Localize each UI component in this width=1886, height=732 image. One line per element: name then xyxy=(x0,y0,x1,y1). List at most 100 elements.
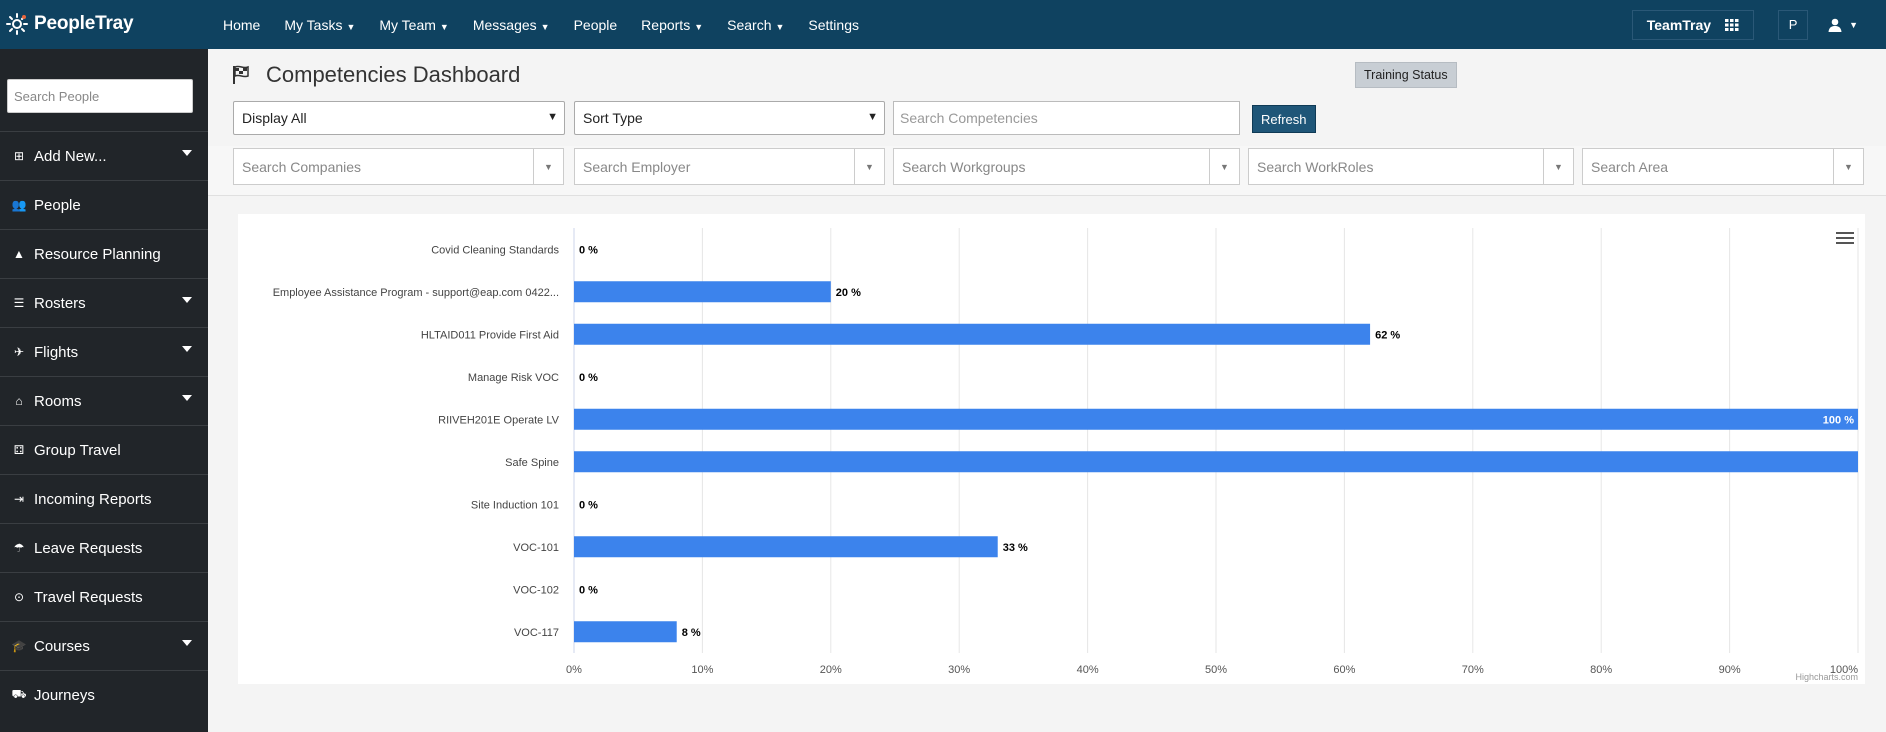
road-icon: ▲ xyxy=(13,247,25,261)
caret-down-icon[interactable]: ▼ xyxy=(1209,149,1239,184)
search-competencies-input[interactable]: Search Competencies xyxy=(893,101,1240,135)
chevron-down-icon: ▼ xyxy=(1849,19,1858,30)
caret-down-icon xyxy=(182,150,192,156)
chevron-down-icon: ▼ xyxy=(694,21,704,32)
user-icon xyxy=(1828,18,1842,32)
display-select[interactable]: Display All ▼ xyxy=(233,101,565,135)
graduation-cap-icon: 🎓 xyxy=(11,639,27,653)
sidebar-item-travel-requests[interactable]: ⊙ Travel Requests xyxy=(0,572,208,621)
caret-down-icon[interactable]: ▼ xyxy=(854,149,884,184)
chevron-down-icon: ▼ xyxy=(346,21,356,32)
sidebar-item-rosters[interactable]: ☰ Rosters xyxy=(0,278,208,327)
sidebar: ⊞ Add New... 👥 People ▲ Resource Planning ☰ Ros… xyxy=(0,49,208,732)
sidebar-item-label: Travel Requests xyxy=(34,588,143,606)
nav-item-my-tasks[interactable]: My Tasks ▼ xyxy=(272,17,367,33)
chevron-down-icon: ▼ xyxy=(540,21,550,32)
top-navbar: PeopleTray Home My Tasks ▼ My Team ▼ Messages… xyxy=(0,0,1886,49)
sidebar-item-label: Journeys xyxy=(34,686,95,704)
display-select-value: Display All xyxy=(242,110,307,126)
chevron-down-icon: ▼ xyxy=(439,21,449,32)
nav-item-label: My Team xyxy=(379,16,436,33)
nav-item-label: Messages xyxy=(472,16,537,33)
nav-item-label: My Tasks xyxy=(284,16,343,33)
search-workgroups-placeholder: Search Workgroups xyxy=(902,158,1026,175)
search-people-input[interactable] xyxy=(7,79,193,113)
sidebar-item-courses[interactable]: 🎓 Courses xyxy=(0,621,208,670)
caret-down-icon xyxy=(182,395,192,401)
search-companies-dropdown[interactable]: Search Companies ▼ xyxy=(233,148,564,185)
logo-icon xyxy=(6,13,28,35)
sidebar-item-journeys[interactable]: ⛟ Journeys xyxy=(0,670,208,719)
teamtray-button[interactable]: TeamTray xyxy=(1631,9,1755,40)
search-workroles-dropdown[interactable]: Search WorkRoles ▼ xyxy=(1248,148,1574,185)
plus-square-icon: ⊞ xyxy=(13,149,25,163)
nav-item-people[interactable]: People xyxy=(562,17,630,33)
competencies-chart-card xyxy=(238,214,1865,684)
sidebar-item-rooms[interactable]: ⌂ Rooms xyxy=(0,376,208,425)
brand-name: PeopleTray xyxy=(34,13,134,34)
sort-type-value: Sort Type xyxy=(583,110,643,126)
chart-menu-icon[interactable] xyxy=(1836,229,1854,247)
sidebar-item-label: Add New... xyxy=(34,147,107,165)
main-nav: Home My Tasks ▼ My Team ▼ Messages ▼ People Repo… xyxy=(211,0,871,49)
nav-item-reports[interactable]: Reports ▼ xyxy=(629,17,715,33)
truck-icon: ⛟ xyxy=(11,687,27,701)
sidebar-item-label: Resource Planning xyxy=(34,245,161,263)
home-icon: ⌂ xyxy=(15,394,23,408)
search-area-dropdown[interactable]: Search Area ▼ xyxy=(1582,148,1864,185)
chevron-down-icon: ▼ xyxy=(775,21,785,32)
nav-item-home[interactable]: Home xyxy=(211,17,272,33)
sidebar-item-incoming-reports[interactable]: ⇥ Incoming Reports xyxy=(0,474,208,523)
sidebar-item-group-travel[interactable]: ⚃ Group Travel xyxy=(0,425,208,474)
sidebar-item-leave-requests[interactable]: ☂ Leave Requests xyxy=(0,523,208,572)
flag-checkered-icon xyxy=(233,65,249,84)
caret-down-icon xyxy=(182,346,192,352)
nav-item-label: Search xyxy=(727,16,772,33)
sidebar-item-label: Group Travel xyxy=(34,441,121,459)
sidebar-item-add-new[interactable]: ⊞ Add New... xyxy=(0,131,208,180)
nav-item-search[interactable]: Search ▼ xyxy=(715,17,796,33)
caret-down-icon[interactable]: ▼ xyxy=(1543,149,1573,184)
grid-icon xyxy=(1725,18,1739,31)
user-menu-button[interactable]: ▼ xyxy=(1828,18,1858,32)
caret-down-icon[interactable]: ▼ xyxy=(533,149,563,184)
list-icon: ☰ xyxy=(13,296,25,310)
sidebar-item-flights[interactable]: ✈ Flights xyxy=(0,327,208,376)
page-header: Competencies Dashboard xyxy=(232,62,520,88)
nav-item-label: Settings xyxy=(808,16,859,33)
chevron-down-icon: ▼ xyxy=(547,111,558,123)
nav-item-label: Reports xyxy=(641,16,691,33)
sign-in-icon: ⇥ xyxy=(13,492,25,506)
search-workgroups-dropdown[interactable]: Search Workgroups ▼ xyxy=(893,148,1240,185)
caret-down-icon xyxy=(182,640,192,646)
sidebar-menu: ⊞ Add New... 👥 People ▲ Resource Planning ☰ Ros… xyxy=(0,131,208,719)
nav-item-my-team[interactable]: My Team ▼ xyxy=(367,17,460,33)
nav-item-messages[interactable]: Messages ▼ xyxy=(461,17,562,33)
brand-logo[interactable]: PeopleTray xyxy=(6,8,134,40)
sidebar-item-label: Courses xyxy=(34,637,90,655)
umbrella-beach-icon: ☂ xyxy=(13,541,25,555)
chevron-down-icon: ▼ xyxy=(867,111,878,123)
caret-down-icon[interactable]: ▼ xyxy=(1833,149,1863,184)
nav-item-label: Home xyxy=(223,16,261,33)
search-companies-placeholder: Search Companies xyxy=(242,158,362,175)
teamtray-label: TeamTray xyxy=(1646,16,1712,33)
search-area-placeholder: Search Area xyxy=(1591,158,1669,175)
sidebar-item-resource-planning[interactable]: ▲ Resource Planning xyxy=(0,229,208,278)
sidebar-item-label: Rosters xyxy=(34,294,86,312)
caret-down-icon xyxy=(182,297,192,303)
training-status-button[interactable]: Training Status xyxy=(1355,62,1457,88)
search-employer-dropdown[interactable]: Search Employer ▼ xyxy=(574,148,885,185)
sidebar-item-label: Flights xyxy=(34,343,79,361)
travel-icon: ⊙ xyxy=(13,590,25,604)
profile-initial-button[interactable]: P xyxy=(1778,9,1809,40)
sort-type-select[interactable]: Sort Type ▼ xyxy=(574,101,885,135)
sidebar-item-label: Rooms xyxy=(34,392,82,410)
nav-item-settings[interactable]: Settings xyxy=(796,17,871,33)
sidebar-item-label: People xyxy=(34,196,81,214)
plane-icon: ✈ xyxy=(13,345,25,359)
sidebar-item-people[interactable]: 👥 People xyxy=(0,180,208,229)
sidebar-item-label: Leave Requests xyxy=(34,539,143,557)
sidebar-item-label: Incoming Reports xyxy=(34,490,152,508)
refresh-button[interactable]: Refresh xyxy=(1252,105,1316,133)
